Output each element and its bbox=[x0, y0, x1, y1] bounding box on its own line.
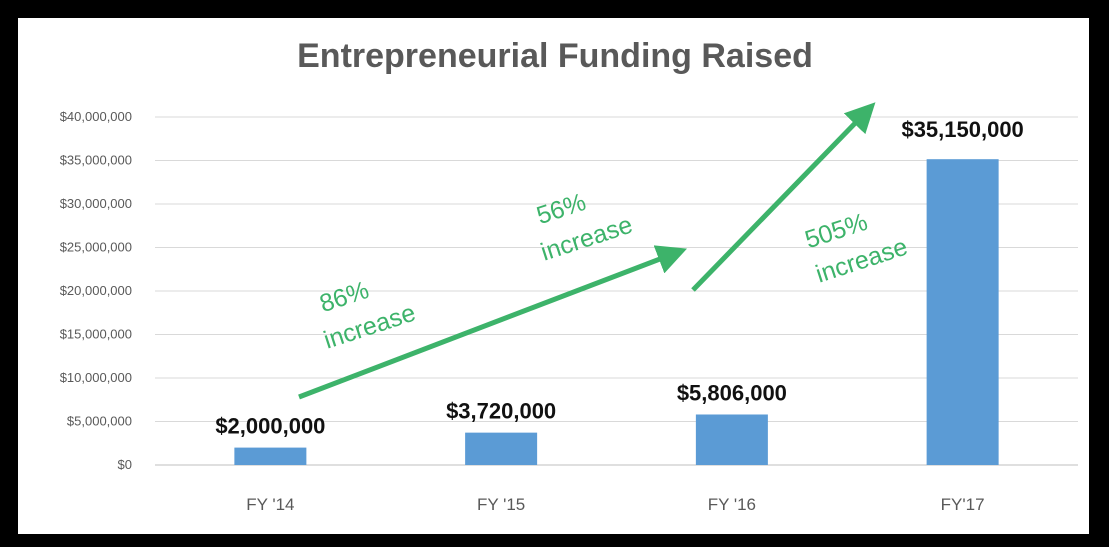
y-tick-label: $20,000,000 bbox=[60, 283, 132, 298]
chart-frame: Entrepreneurial Funding Raised $0 $5,000,… bbox=[18, 18, 1089, 534]
arrow-86-percent bbox=[298, 245, 688, 400]
y-tick-label: $35,000,000 bbox=[60, 153, 132, 168]
x-tick-label: FY'17 bbox=[941, 495, 985, 514]
arrow-505-percent bbox=[691, 102, 876, 292]
chart-title: Entrepreneurial Funding Raised bbox=[297, 37, 813, 75]
annotation-86: 86% increase bbox=[316, 276, 419, 355]
bar bbox=[695, 414, 768, 465]
data-label: $2,000,000 bbox=[215, 414, 325, 439]
data-label: $5,806,000 bbox=[677, 380, 787, 405]
y-tick-label: $0 bbox=[118, 457, 132, 472]
y-tick-label: $5,000,000 bbox=[67, 414, 132, 429]
x-tick-label: FY '16 bbox=[708, 495, 756, 514]
y-tick-label: $25,000,000 bbox=[60, 240, 132, 255]
y-tick-label: $15,000,000 bbox=[60, 327, 132, 342]
data-label: $3,720,000 bbox=[446, 399, 556, 424]
x-axis-ticks: FY '14 FY '15 FY '16 FY'17 bbox=[246, 495, 984, 514]
gridlines bbox=[155, 116, 1078, 466]
annotation-56-percent: 56% bbox=[533, 188, 589, 230]
annotation-505: 505% increase bbox=[802, 208, 911, 289]
y-tick-label: $10,000,000 bbox=[60, 370, 132, 385]
data-label: $35,150,000 bbox=[901, 117, 1023, 142]
y-axis-ticks: $0 $5,000,000 $10,000,000 $15,000,000 $20,00… bbox=[60, 109, 132, 472]
x-tick-label: FY '14 bbox=[246, 495, 294, 514]
annotation-56: 56% increase bbox=[533, 188, 636, 267]
bars bbox=[234, 159, 999, 465]
bar bbox=[926, 159, 999, 465]
x-tick-label: FY '15 bbox=[477, 495, 525, 514]
y-tick-label: $40,000,000 bbox=[60, 109, 132, 124]
data-labels: $2,000,000 $3,720,000 $5,806,000 $35,150,00… bbox=[215, 117, 1023, 438]
bar-chart: Entrepreneurial Funding Raised $0 $5,000,… bbox=[60, 37, 1078, 514]
bar bbox=[465, 432, 538, 465]
annotation-86-percent: 86% bbox=[316, 276, 372, 318]
y-tick-label: $30,000,000 bbox=[60, 196, 132, 211]
bar bbox=[234, 447, 307, 465]
